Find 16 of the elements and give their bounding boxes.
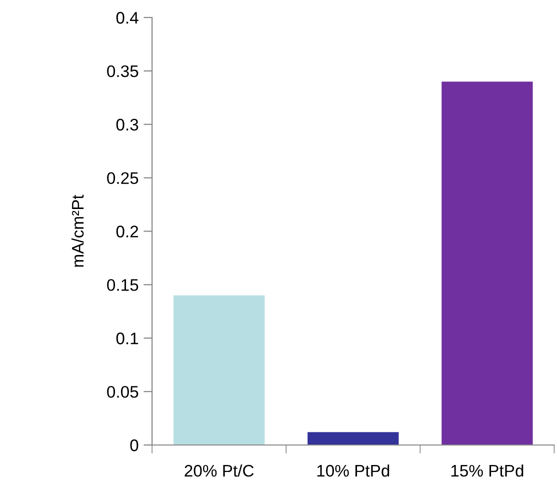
y-tick-label: 0.15 — [107, 279, 138, 291]
x-tick-label: 20% Pt/C — [184, 464, 254, 477]
y-tick-label: 0.4 — [116, 12, 138, 24]
x-tick-label: 15% PtPd — [451, 464, 524, 477]
y-axis-title: mA/cm²Pt — [71, 194, 84, 267]
y-tick-label: 0 — [130, 439, 138, 452]
bar — [308, 432, 399, 445]
y-tick-label: 0.3 — [116, 118, 138, 131]
y-tick-label: 0.05 — [107, 386, 138, 398]
y-tick-label: 0.2 — [116, 226, 138, 238]
bar — [174, 295, 265, 445]
y-tick-label: 0.1 — [116, 332, 138, 344]
y-tick-label: 0.35 — [107, 65, 138, 78]
bar — [442, 82, 533, 445]
y-tick-label: 0.25 — [107, 172, 138, 184]
x-tick-label: 10% PtPd — [317, 464, 390, 477]
